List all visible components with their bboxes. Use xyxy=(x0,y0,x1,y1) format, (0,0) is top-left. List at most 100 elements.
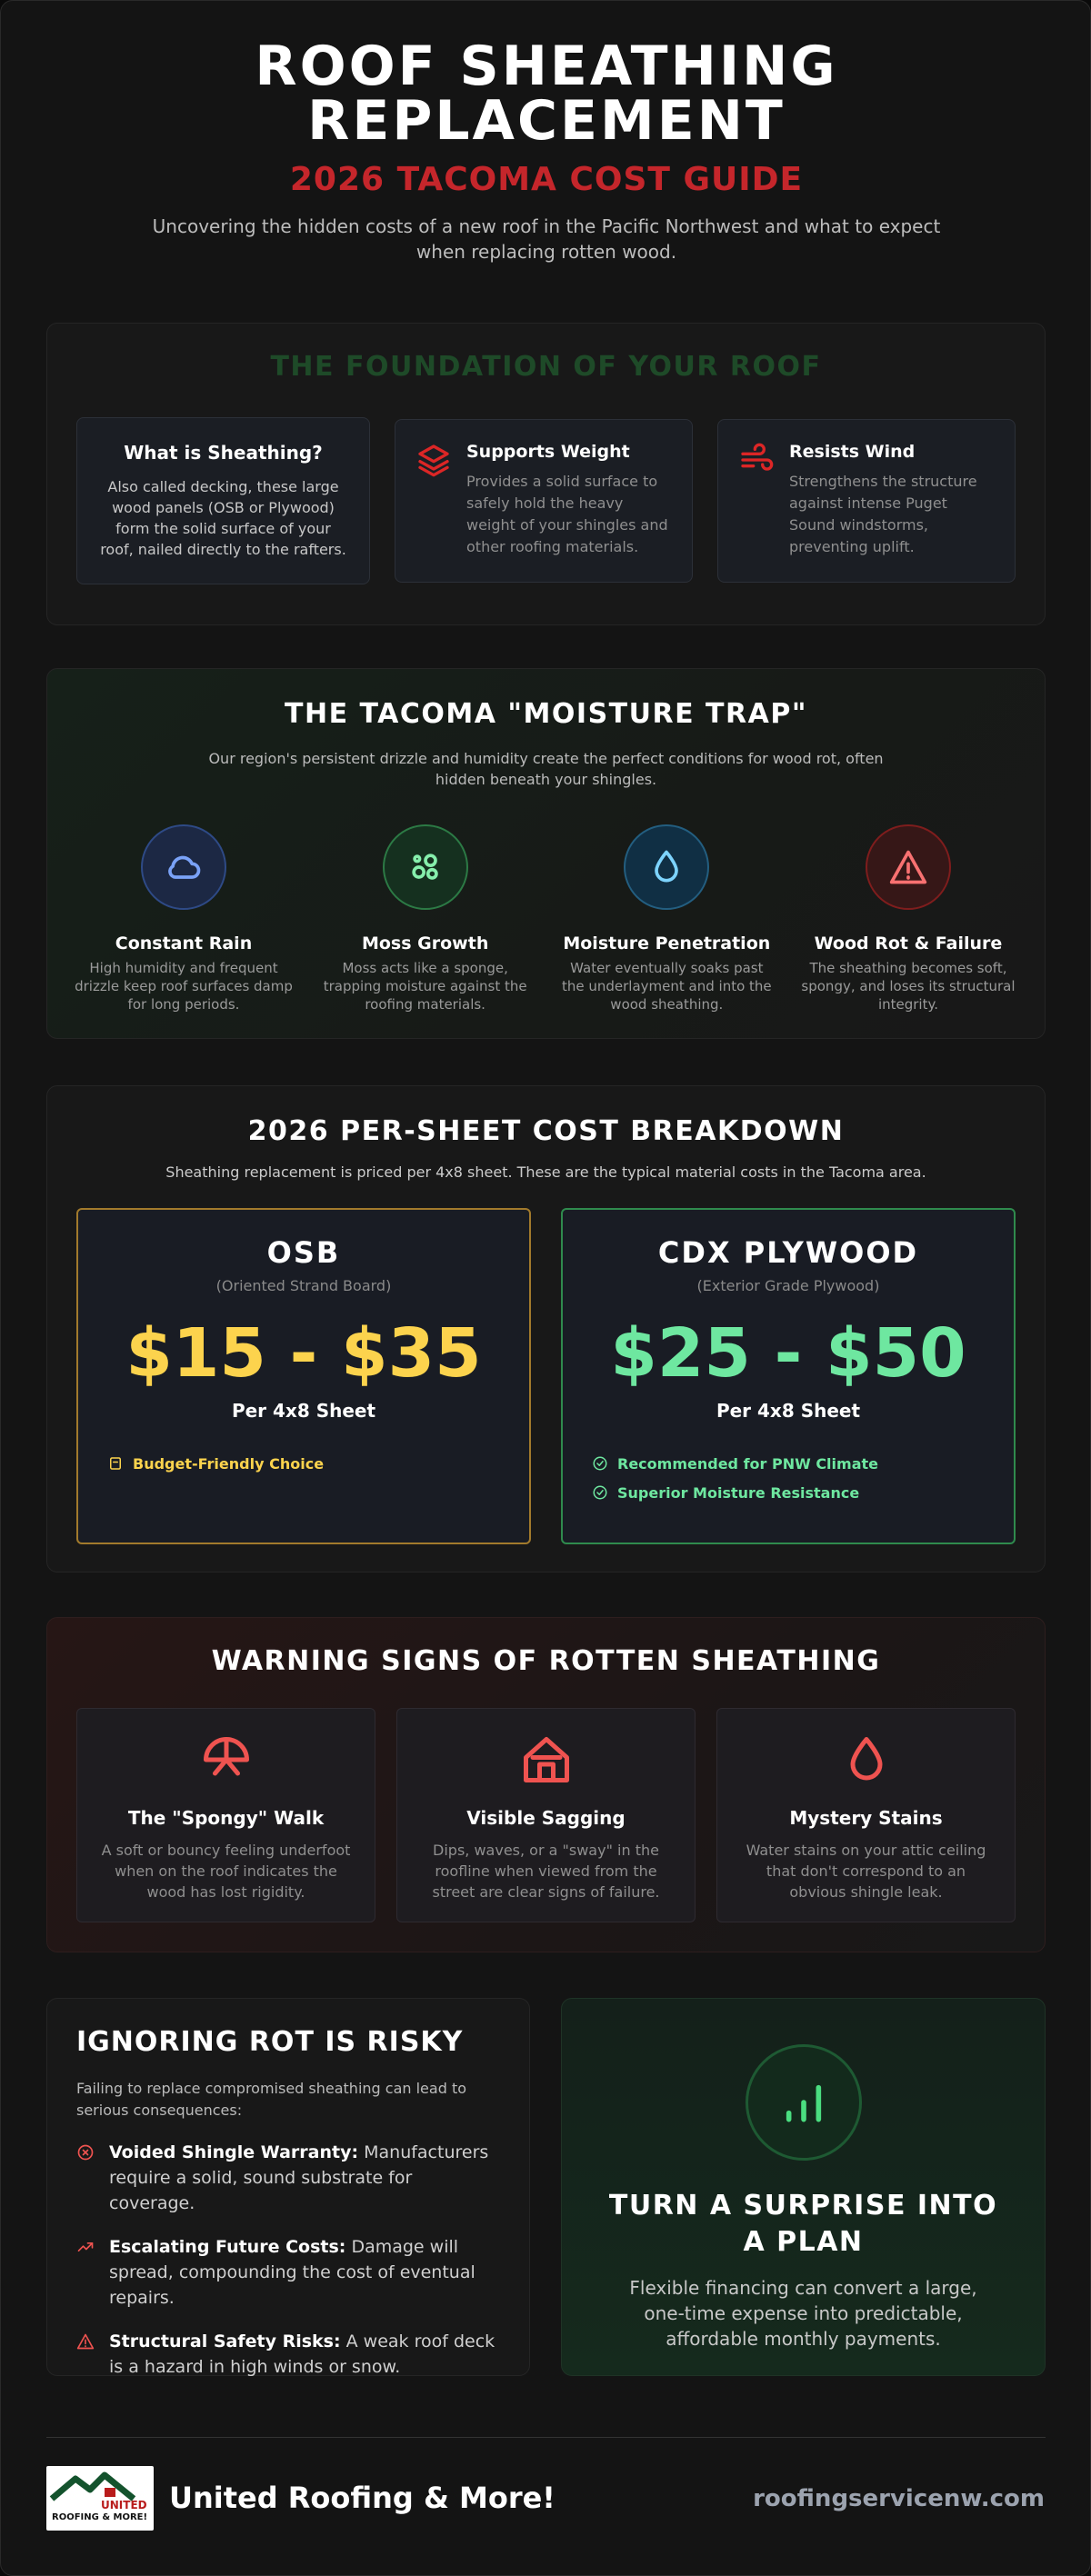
icon xyxy=(592,1455,608,1472)
icon xyxy=(99,1732,353,1791)
feature: Superior Moisture Resistance xyxy=(592,1478,990,1507)
info-card: Supports Weight Provides a solid surface … xyxy=(395,419,693,583)
info-card: Resists Wind Strengthens the structure ag… xyxy=(717,419,1016,583)
section-heading: TURN A SURPRISE INTO A PLAN xyxy=(608,2190,998,2258)
card-title: Mystery Stains xyxy=(789,1807,943,1829)
warning-card: Visible Sagging Dips, waves, or a "sway" … xyxy=(396,1708,696,1922)
icon xyxy=(592,1484,608,1501)
moisture-item: Constant Rain High humidity and frequent … xyxy=(75,824,293,1013)
risk-item: Voided Shingle Warranty: Manufacturers r… xyxy=(76,2140,500,2216)
intro: Uncovering the hidden costs of a new roo… xyxy=(152,215,941,263)
section-description: Our region's persistent drizzle and humi… xyxy=(208,750,884,788)
risk-detail: A weak roof deck is a hazard in high win… xyxy=(109,2331,495,2377)
icon xyxy=(739,1732,993,1791)
item-text: Water eventually soaks past the underlay… xyxy=(561,960,772,1013)
price-unit: Per 4x8 Sheet xyxy=(716,1400,861,1422)
card-text: Also called decking, these large wood pa… xyxy=(100,478,346,558)
risk-text: Voided Shingle Warranty: Manufacturers r… xyxy=(109,2140,500,2216)
section-description: Sheathing replacement is priced per 4x8 … xyxy=(165,1163,926,1181)
feature-list: Recommended for PNW Climate Superior Mois… xyxy=(586,1449,990,1507)
risk-label: Structural Safety Risks: xyxy=(109,2331,341,2351)
price-unit: Per 4x8 Sheet xyxy=(231,1400,376,1422)
icon xyxy=(382,824,468,910)
card-title: Visible Sagging xyxy=(466,1807,626,1829)
item-title: Moisture Penetration xyxy=(563,934,771,954)
item-text: The sheathing becomes soft, spongy, and … xyxy=(801,960,1016,1013)
feature-text: Recommended for PNW Climate xyxy=(617,1454,878,1473)
warning-card: The "Spongy" Walk A soft or bouncy feelin… xyxy=(76,1708,375,1922)
risk-label: Escalating Future Costs: xyxy=(109,2237,346,2257)
warning-section: WARNING SIGNS OF ROTTEN SHEATHING The "S… xyxy=(46,1617,1046,1952)
price: $15 - $35 xyxy=(125,1314,482,1393)
financing-text: Flexible financing can convert a large, … xyxy=(629,2277,977,2350)
title: ROOF SHEATHING REPLACEMENT xyxy=(255,35,838,153)
risk-item: Escalating Future Costs: Damage will spr… xyxy=(76,2234,500,2311)
website[interactable]: roofingservicenw.com xyxy=(753,2485,1045,2512)
card-title: What is Sheathing? xyxy=(124,442,323,464)
logo-text: ROOFING & MORE! xyxy=(52,2512,148,2522)
warning-card: Mystery Stains Water stains on your attic… xyxy=(716,1708,1016,1922)
item-title: Constant Rain xyxy=(115,934,253,954)
section-heading: WARNING SIGNS OF ROTTEN SHEATHING xyxy=(211,1645,881,1677)
card-title: Supports Weight xyxy=(466,442,630,462)
risk-item: Structural Safety Risks: A weak roof dec… xyxy=(76,2329,500,2380)
feature: Recommended for PNW Climate xyxy=(592,1449,990,1478)
risk-text: Structural Safety Risks: A weak roof dec… xyxy=(109,2329,500,2380)
risk-detail: Damage will spread, compounding the cost… xyxy=(109,2237,475,2308)
section-heading: 2026 PER-SHEET COST BREAKDOWN xyxy=(247,1115,845,1147)
price: $25 - $50 xyxy=(610,1314,966,1393)
card-text: Dips, waves, or a "sway" in the roofline… xyxy=(432,1842,660,1901)
risk-text: Escalating Future Costs: Damage will spr… xyxy=(109,2234,500,2311)
feature: Budget-Friendly Choice xyxy=(107,1449,505,1478)
icon xyxy=(738,442,775,558)
option-subtitle: (Exterior Grade Plywood) xyxy=(696,1277,880,1294)
card-title: The "Spongy" Walk xyxy=(127,1807,325,1829)
card-text: A soft or bouncy feeling underfoot when … xyxy=(101,1842,351,1901)
section-heading: THE FOUNDATION OF YOUR ROOF xyxy=(270,351,822,383)
cost-section: 2026 PER-SHEET COST BREAKDOWN Sheathing … xyxy=(46,1085,1046,1573)
item-title: Moss Growth xyxy=(361,934,489,954)
feature-text: Superior Moisture Resistance xyxy=(617,1483,860,1502)
icon xyxy=(419,1732,673,1791)
price-card: CDX PLYWOOD (Exterior Grade Plywood) $25 -… xyxy=(561,1208,1016,1544)
card-text: Strengthens the structure against intens… xyxy=(789,473,977,555)
foundation-section: THE FOUNDATION OF YOUR ROOF What is Shea… xyxy=(46,323,1046,625)
icon xyxy=(76,2140,95,2216)
feature-text: Budget-Friendly Choice xyxy=(133,1454,325,1473)
card-body: Supports Weight Provides a solid surface … xyxy=(466,442,672,558)
divider xyxy=(46,2437,1046,2438)
icon xyxy=(76,2234,95,2311)
icon xyxy=(865,824,951,910)
item-text: Moss acts like a sponge, trapping moistu… xyxy=(323,960,527,1013)
item-title: Wood Rot & Failure xyxy=(814,934,1003,954)
brand: United Roofing & More! xyxy=(169,2481,556,2515)
icon xyxy=(141,824,226,910)
moisture-item: Moisture Penetration Water eventually soa… xyxy=(557,824,776,1013)
financing-section: TURN A SURPRISE INTO A PLAN Flexible fin… xyxy=(561,1998,1046,2376)
risk-section: IGNORING ROT IS RISKY Failing to replace… xyxy=(46,1998,530,2377)
card-body: Resists Wind Strengthens the structure ag… xyxy=(789,442,995,558)
card-text: Water stains on your attic ceiling that … xyxy=(746,1842,986,1901)
logo-text: UNITED xyxy=(101,2499,147,2511)
item-text: High humidity and frequent drizzle keep … xyxy=(75,960,293,1013)
moisture-item: Moss Growth Moss acts like a sponge, trap… xyxy=(316,824,535,1013)
option-name: CDX PLYWOOD xyxy=(657,1235,919,1270)
moisture-section: THE TACOMA "MOISTURE TRAP" Our region's … xyxy=(46,668,1046,1039)
subtitle: 2026 TACOMA COST GUIDE xyxy=(289,161,804,198)
section-heading: THE TACOMA "MOISTURE TRAP" xyxy=(285,698,807,730)
icon xyxy=(76,2329,95,2380)
icon xyxy=(415,442,452,558)
logo-roof xyxy=(49,2471,136,2501)
feature-list: Budget-Friendly Choice xyxy=(102,1449,505,1478)
card-title: Resists Wind xyxy=(789,442,916,462)
icon xyxy=(107,1455,124,1472)
price-card: OSB (Oriented Strand Board) $15 - $35 Per 4… xyxy=(76,1208,531,1544)
section-heading: IGNORING ROT IS RISKY xyxy=(76,2026,464,2058)
option-name: OSB xyxy=(266,1235,341,1270)
option-subtitle: (Oriented Strand Board) xyxy=(215,1277,392,1294)
card-text: Provides a solid surface to safely hold … xyxy=(466,473,668,555)
risk-label: Voided Shingle Warranty: xyxy=(109,2142,359,2162)
